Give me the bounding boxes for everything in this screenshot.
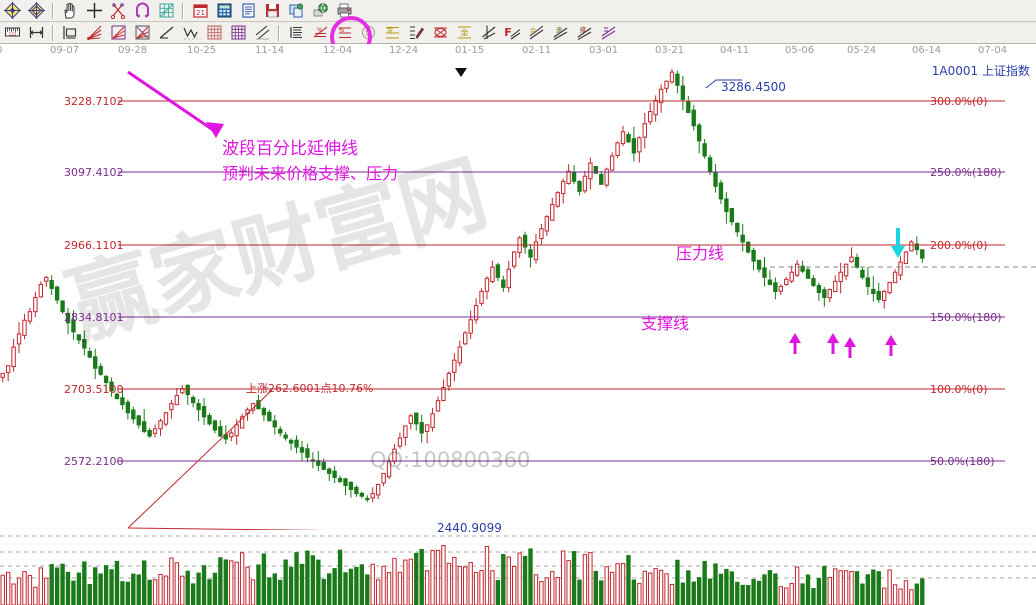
notes-icon[interactable] bbox=[236, 1, 260, 21]
fib-level-label: 300.0%(0) bbox=[930, 95, 988, 108]
date-tick: 01-15 bbox=[455, 45, 485, 56]
f-lines-icon[interactable]: F bbox=[500, 23, 524, 43]
printer-icon[interactable] bbox=[332, 1, 356, 21]
svg-text:金: 金 bbox=[365, 28, 372, 37]
channel-lines-icon[interactable] bbox=[596, 23, 620, 43]
candlestick-series bbox=[0, 68, 925, 503]
price-label: 2572.2100 bbox=[64, 455, 124, 468]
svg-text:金: 金 bbox=[386, 25, 393, 34]
copy-icon[interactable] bbox=[284, 1, 308, 21]
percent-extension-icon[interactable]: % bbox=[332, 23, 356, 43]
rectangle-tool-icon[interactable] bbox=[58, 23, 82, 43]
svg-text:速: 速 bbox=[555, 26, 562, 34]
pen-levels-icon[interactable] bbox=[404, 23, 428, 43]
fib-level-label: 200.0%(0) bbox=[930, 239, 988, 252]
price-label: 3228.7102 bbox=[64, 95, 124, 108]
price-chart-panel[interactable] bbox=[0, 60, 1036, 530]
date-tick: 0 bbox=[0, 45, 2, 56]
toolbar-separator bbox=[52, 24, 54, 41]
grid-box-icon[interactable] bbox=[202, 23, 226, 43]
save-icon[interactable] bbox=[260, 1, 284, 21]
fan-lines-icon[interactable] bbox=[82, 23, 106, 43]
diamond-marker-icon[interactable] bbox=[24, 1, 48, 21]
toolbar-separator bbox=[52, 2, 54, 19]
symbol-title: 1A0001 上证指数 bbox=[931, 64, 1030, 78]
date-tick: 05-24 bbox=[847, 45, 877, 56]
toolbar-row-1: 21 bbox=[0, 0, 1036, 22]
multi-lines-icon[interactable]: 金 bbox=[524, 23, 548, 43]
svg-text:21: 21 bbox=[196, 9, 205, 17]
date-tick: 09-07 bbox=[50, 45, 80, 56]
date-tick: 03-21 bbox=[655, 45, 685, 56]
date-tick: 12-04 bbox=[323, 45, 353, 56]
percent-retracement-icon[interactable]: % bbox=[308, 23, 332, 43]
hand-pan-icon[interactable] bbox=[58, 1, 82, 21]
ruler-scale-icon[interactable]: 123 bbox=[0, 23, 24, 43]
trendline-icon[interactable] bbox=[154, 23, 178, 43]
date-tick: 06-14 bbox=[912, 45, 942, 56]
volume-bars bbox=[0, 535, 1036, 605]
toolbar-row-2: 123 bbox=[0, 22, 1036, 44]
gold-ratio-icon[interactable]: 金 bbox=[452, 23, 476, 43]
angle-lines-icon[interactable] bbox=[476, 23, 500, 43]
price-label: 2703.5100 bbox=[64, 383, 124, 396]
gain-note-label: 上涨262.6001点10.76% bbox=[246, 382, 374, 395]
price-label: 3097.4102 bbox=[64, 166, 124, 179]
crosshair-target-icon[interactable] bbox=[0, 1, 24, 21]
globe-icon[interactable] bbox=[308, 1, 332, 21]
svg-text:金: 金 bbox=[460, 28, 468, 38]
svg-text:雍: 雍 bbox=[579, 25, 586, 34]
measure-span-icon[interactable] bbox=[24, 23, 48, 43]
price-label: 2834.8101 bbox=[64, 311, 124, 324]
date-tick: 05-06 bbox=[785, 45, 815, 56]
speed-fan-icon[interactable] bbox=[130, 23, 154, 43]
grid-pattern-icon[interactable] bbox=[154, 1, 178, 21]
peak-value-label: 3286.4500 bbox=[721, 80, 786, 94]
fib-level-label: 100.0%(0) bbox=[930, 383, 988, 396]
scissors-icon[interactable] bbox=[106, 1, 130, 21]
tool-note-line-1: 波段百分比延伸线 bbox=[222, 139, 358, 159]
resistance-line-label: 压力线 bbox=[676, 244, 725, 263]
date-tick: 10-25 bbox=[187, 45, 217, 56]
date-tick: 02-11 bbox=[522, 45, 552, 56]
svg-text:F: F bbox=[504, 26, 512, 39]
svg-text:%: % bbox=[338, 26, 344, 34]
fib-retracement-icon[interactable] bbox=[284, 23, 308, 43]
magnet-icon[interactable] bbox=[130, 1, 154, 21]
zigzag-icon[interactable] bbox=[178, 23, 202, 43]
parallel-channel-icon[interactable] bbox=[250, 23, 274, 43]
fib-level-label: 50.0%(180) bbox=[930, 455, 995, 468]
calendar-icon[interactable]: 21 bbox=[188, 1, 212, 21]
toolbar-separator bbox=[278, 24, 280, 41]
svg-text:金: 金 bbox=[529, 27, 535, 35]
date-tick: 07-04 bbox=[978, 45, 1008, 56]
crosshair-icon[interactable] bbox=[82, 1, 106, 21]
date-tick: 09-28 bbox=[118, 45, 148, 56]
fib-level-label: 250.0%(180) bbox=[930, 166, 1002, 179]
volume-panel[interactable] bbox=[0, 530, 1036, 605]
gann-circle-icon[interactable]: 金 bbox=[356, 23, 380, 43]
date-tick: 03-01 bbox=[589, 45, 619, 56]
gold-levels-icon[interactable]: 金 bbox=[380, 23, 404, 43]
drawing-overlays bbox=[118, 68, 1036, 530]
support-line-label: 支撑线 bbox=[641, 314, 690, 333]
trough-value-label: 2440.9099 bbox=[437, 521, 502, 535]
tool-note-line-2: 预判未来价格支撑、压力 bbox=[222, 164, 399, 183]
date-tick: 12-24 bbox=[389, 45, 419, 56]
toolbar-separator bbox=[182, 2, 184, 19]
gann-grid-icon[interactable] bbox=[226, 23, 250, 43]
date-tick: 04-11 bbox=[720, 45, 750, 56]
date-axis: 0 09-07 09-28 10-25 11-14 12-04 12-24 01… bbox=[0, 44, 1036, 61]
calculator-icon[interactable] bbox=[212, 1, 236, 21]
date-tick: 11-14 bbox=[255, 45, 285, 56]
price-label: 2966.1101 bbox=[64, 239, 124, 252]
fib-level-label: 150.0%(180) bbox=[930, 311, 1002, 324]
cycle-lines-icon[interactable]: 速 bbox=[548, 23, 572, 43]
ellipse-levels-icon[interactable] bbox=[428, 23, 452, 43]
band-lines-icon[interactable]: 雍 bbox=[572, 23, 596, 43]
gann-fan-icon[interactable] bbox=[106, 23, 130, 43]
svg-text:%: % bbox=[317, 27, 323, 34]
svg-text:123: 123 bbox=[8, 32, 16, 37]
